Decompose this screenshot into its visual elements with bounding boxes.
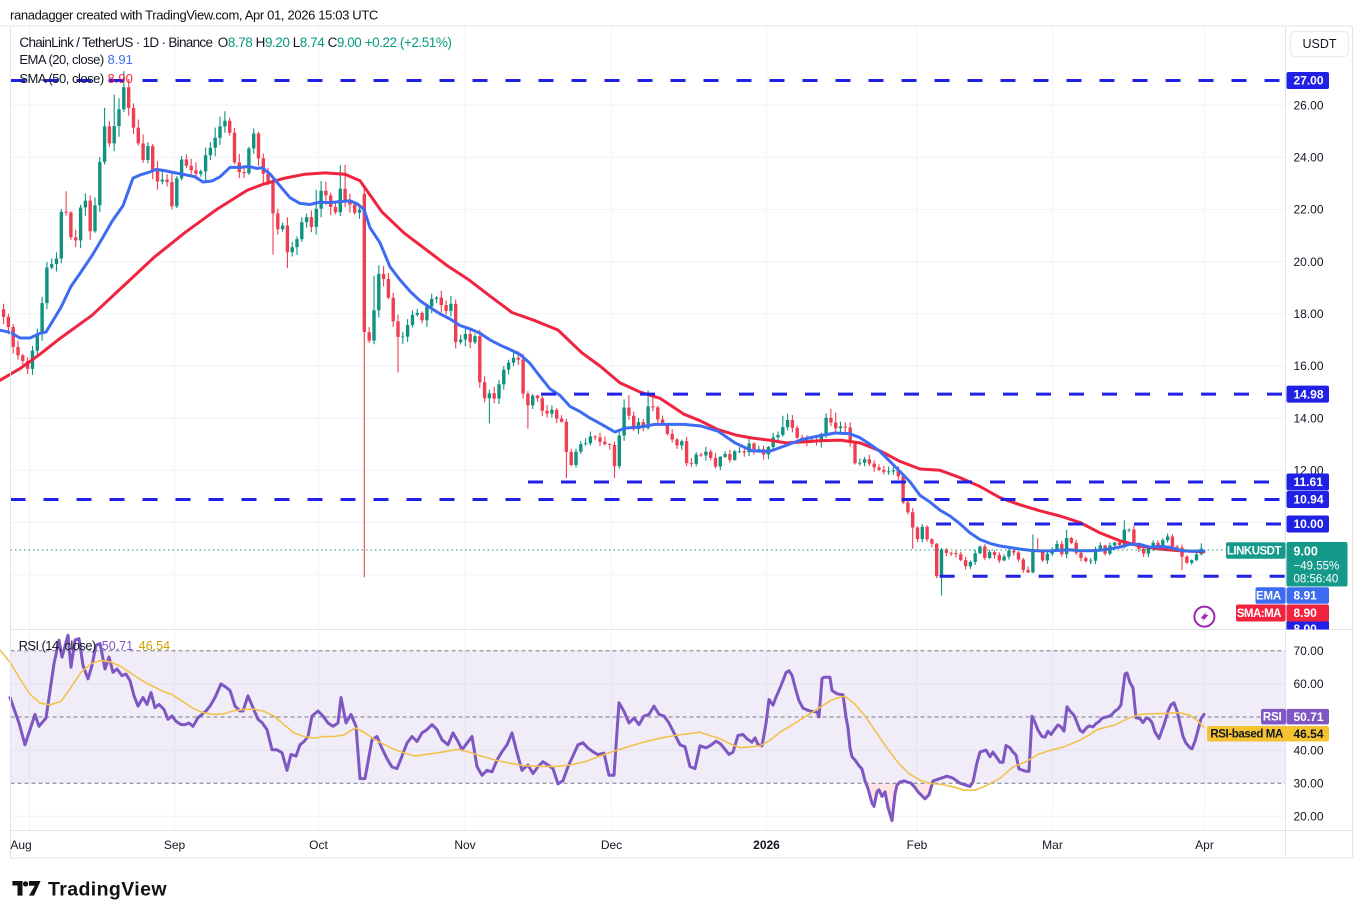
svg-text:Oct: Oct <box>309 838 328 852</box>
svg-text:O8.78 H9.20 L8.74 C9.00 +0.22: O8.78 H9.20 L8.74 C9.00 +0.22 (+2.51%) <box>218 35 452 50</box>
svg-text:8.90: 8.90 <box>108 71 133 86</box>
svg-text:SMA (50, close): SMA (50, close) <box>19 71 103 86</box>
svg-text:46.54: 46.54 <box>139 639 170 653</box>
svg-text:Mar: Mar <box>1042 838 1063 852</box>
svg-text:16.00: 16.00 <box>1294 359 1324 373</box>
svg-text:RSI-based MA: RSI-based MA <box>1210 729 1283 741</box>
svg-text:11.61: 11.61 <box>1294 475 1324 489</box>
svg-text:Dec: Dec <box>601 838 622 852</box>
svg-text:TradingView: TradingView <box>48 879 167 901</box>
svg-text:8.90: 8.90 <box>1294 606 1318 620</box>
svg-text:USDT: USDT <box>1302 37 1336 51</box>
svg-text:9.00: 9.00 <box>1294 545 1318 559</box>
svg-text:LINKUSDT: LINKUSDT <box>1227 545 1282 557</box>
svg-text:22.00: 22.00 <box>1294 203 1324 217</box>
svg-text:40.00: 40.00 <box>1294 743 1324 757</box>
svg-text:Aug: Aug <box>10 838 31 852</box>
svg-text:2026: 2026 <box>753 838 780 852</box>
svg-text:30.00: 30.00 <box>1294 776 1324 790</box>
svg-text:20.00: 20.00 <box>1294 810 1324 824</box>
svg-text:14.98: 14.98 <box>1294 387 1324 401</box>
svg-text:60.00: 60.00 <box>1294 677 1324 691</box>
svg-text:EMA: EMA <box>1256 590 1281 602</box>
svg-text:EMA (20, close): EMA (20, close) <box>19 52 103 67</box>
svg-text:27.00: 27.00 <box>1294 74 1324 88</box>
svg-text:−49.55%: −49.55% <box>1294 561 1340 573</box>
svg-text:18.00: 18.00 <box>1294 307 1324 321</box>
svg-text:SMA:MA: SMA:MA <box>1237 608 1281 620</box>
svg-text:10.94: 10.94 <box>1294 493 1324 507</box>
svg-text:ranadagger created with Tradin: ranadagger created with TradingView.com,… <box>10 8 378 23</box>
svg-text:8.00: 8.00 <box>1294 622 1318 636</box>
svg-text:08:56:40: 08:56:40 <box>1294 574 1339 586</box>
svg-text:Apr: Apr <box>1195 838 1214 852</box>
svg-text:10.00: 10.00 <box>1294 517 1324 531</box>
svg-text:Sep: Sep <box>164 838 186 852</box>
svg-text:24.00: 24.00 <box>1294 150 1324 164</box>
svg-text:ChainLink / TetherUS · 1D · Bi: ChainLink / TetherUS · 1D · Binance <box>19 35 212 50</box>
svg-text:50.71: 50.71 <box>1294 710 1324 724</box>
svg-text:RSI: RSI <box>1263 712 1282 724</box>
svg-text:46.54: 46.54 <box>1294 727 1324 741</box>
svg-text:70.00: 70.00 <box>1294 644 1324 658</box>
svg-text:50.71: 50.71 <box>102 639 133 653</box>
svg-text:8.91: 8.91 <box>1294 589 1318 603</box>
svg-text:Feb: Feb <box>907 838 928 852</box>
svg-text:20.00: 20.00 <box>1294 255 1324 269</box>
svg-text:Nov: Nov <box>454 838 475 852</box>
svg-text:RSI (14, close): RSI (14, close) <box>19 638 96 653</box>
svg-text:26.00: 26.00 <box>1294 98 1324 112</box>
svg-text:8.91: 8.91 <box>108 52 133 67</box>
svg-text:14.00: 14.00 <box>1294 411 1324 425</box>
